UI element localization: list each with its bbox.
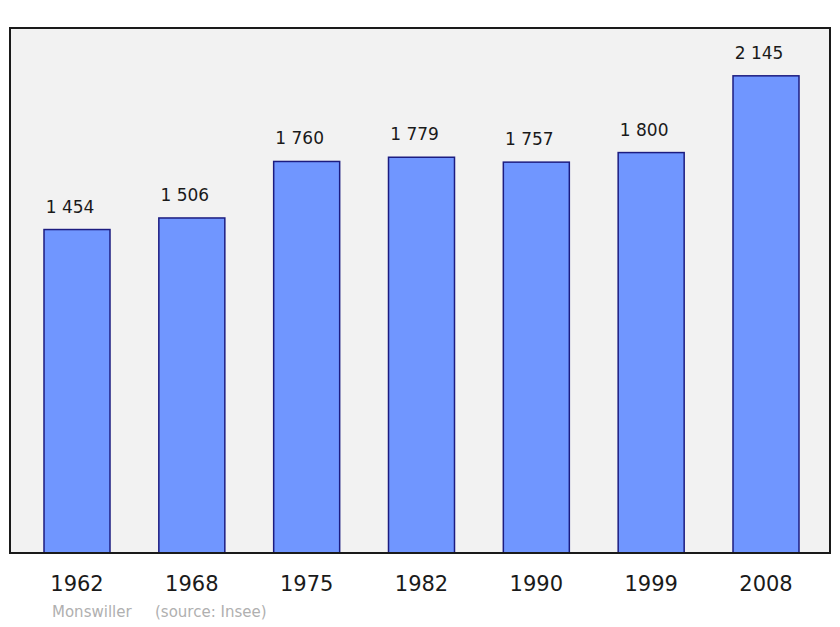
data-label: 1 454	[46, 197, 95, 217]
plot-frame	[10, 28, 830, 553]
title: Monswiller	[52, 603, 132, 621]
x-tick-label: 1975	[280, 572, 333, 596]
data-label: 1 779	[390, 124, 439, 144]
bar	[274, 161, 340, 553]
x-tick-label: 1990	[510, 572, 563, 596]
data-label: 2 145	[735, 43, 784, 63]
annotation: (source: Insee)	[155, 603, 267, 621]
x-tick-label: 1999	[624, 572, 677, 596]
bar	[503, 162, 569, 553]
bar	[733, 76, 799, 553]
data-label: 1 506	[160, 185, 209, 205]
bar	[159, 218, 225, 553]
data-label: 1 757	[505, 129, 554, 149]
bar	[389, 157, 455, 553]
chart: 1 454 1962 1 506 1968 1 760 1975 1 779 1982 1 75…	[0, 0, 840, 627]
x-tick-label: 2008	[739, 572, 792, 596]
x-tick-label: 1982	[395, 572, 448, 596]
data-label: 1 760	[275, 128, 324, 148]
x-tick-label: 1962	[50, 572, 103, 596]
bars	[44, 76, 799, 553]
data-label: 1 800	[620, 120, 669, 140]
plot-background	[10, 28, 830, 553]
bar	[618, 153, 684, 553]
x-tick-label: 1968	[165, 572, 218, 596]
bar	[44, 230, 110, 553]
